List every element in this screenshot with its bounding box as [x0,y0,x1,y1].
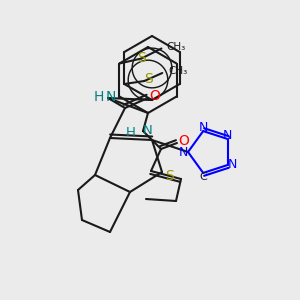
Text: S: S [144,72,153,86]
Text: H: H [94,90,104,104]
Text: N: N [143,124,153,137]
Text: H: H [126,125,136,139]
Text: O: O [178,134,189,148]
Text: N: N [106,90,116,104]
Text: N: N [178,146,188,158]
Text: N: N [199,121,208,134]
Text: S: S [165,169,173,183]
Text: C: C [199,172,207,182]
Text: CH₃: CH₃ [168,66,188,76]
Text: N: N [228,158,238,171]
Text: S: S [137,52,146,65]
Text: CH₃: CH₃ [167,41,186,52]
Text: O: O [150,89,160,103]
Text: N: N [223,129,232,142]
